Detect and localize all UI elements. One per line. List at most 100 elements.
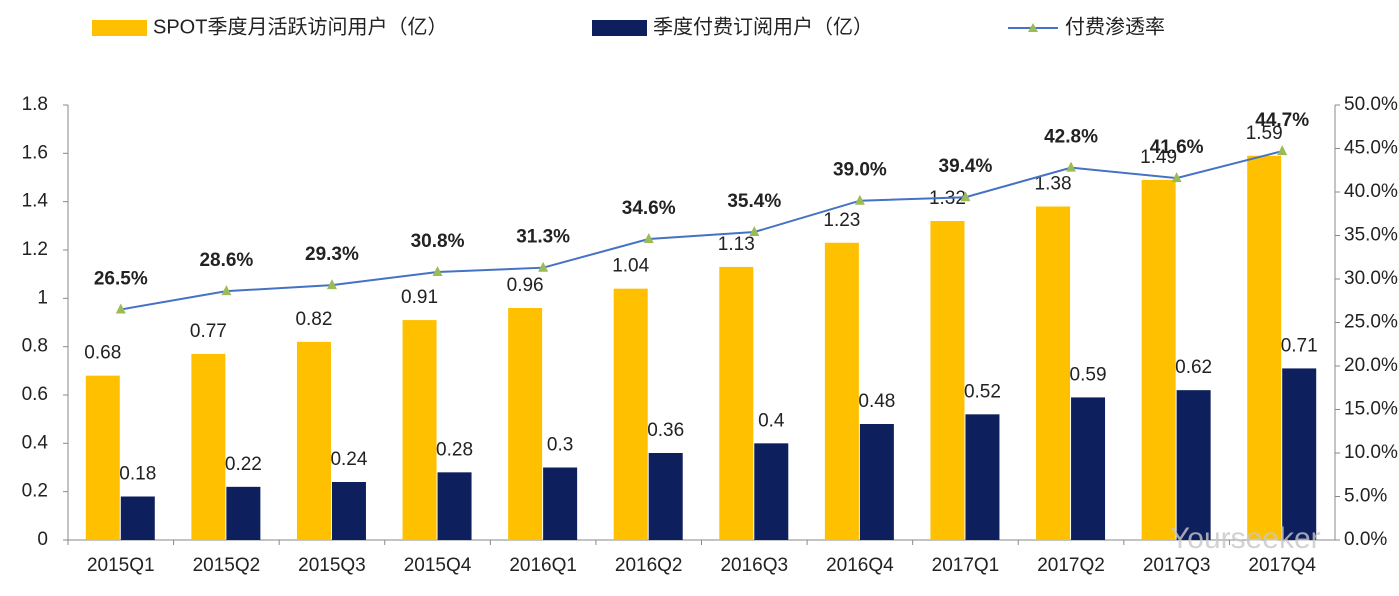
y2-tick-label: 15.0% xyxy=(1344,399,1398,420)
y-tick-label: 1.8 xyxy=(22,94,48,115)
y2-tick-label: 0.0% xyxy=(1344,529,1387,550)
value-label: 0.3 xyxy=(547,435,573,456)
rate-marker xyxy=(432,266,443,277)
bar xyxy=(508,308,543,540)
value-label: 0.71 xyxy=(1281,335,1318,356)
y-tick-label: 0.6 xyxy=(22,384,48,405)
y2-tick-label: 45.0% xyxy=(1344,138,1398,159)
bar xyxy=(437,472,472,540)
rate-marker xyxy=(1277,145,1288,156)
rate-label: 26.5% xyxy=(94,268,148,289)
value-label: 1.38 xyxy=(1035,174,1072,195)
value-label: 0.96 xyxy=(507,275,544,296)
rate-label: 42.8% xyxy=(1044,127,1098,148)
rate-label: 31.3% xyxy=(516,227,570,248)
bar xyxy=(1141,179,1176,540)
rate-marker xyxy=(538,261,549,272)
bar xyxy=(1071,397,1106,540)
x-tick-label: 2015Q3 xyxy=(298,555,366,576)
value-label: 1.23 xyxy=(823,210,860,231)
x-tick-label: 2016Q2 xyxy=(615,555,683,576)
bar xyxy=(930,221,965,540)
rate-marker xyxy=(749,226,760,237)
legend-marker xyxy=(1028,23,1038,32)
bar xyxy=(1176,390,1211,540)
x-tick-label: 2017Q1 xyxy=(932,555,1000,576)
value-label: 0.36 xyxy=(647,420,684,441)
value-label: 0.52 xyxy=(964,381,1001,402)
bar xyxy=(331,482,366,540)
y-tick-label: 0.2 xyxy=(22,481,48,502)
y2-tick-label: 10.0% xyxy=(1344,442,1398,463)
x-tick-label: 2016Q3 xyxy=(720,555,788,576)
y-tick-label: 0.8 xyxy=(22,336,48,357)
y-tick-label: 1.4 xyxy=(22,191,49,212)
bar xyxy=(1036,206,1071,540)
value-label: 0.82 xyxy=(295,309,332,330)
bar xyxy=(226,486,261,540)
value-label: 1.13 xyxy=(718,234,755,255)
y-tick-label: 0.4 xyxy=(22,432,49,453)
value-label: 0.18 xyxy=(119,464,156,485)
y-tick-label: 0 xyxy=(37,529,48,550)
rate-marker xyxy=(1066,161,1077,172)
rate-label: 30.8% xyxy=(411,231,465,252)
x-tick-label: 2016Q4 xyxy=(826,555,894,576)
legend-label: 季度付费订阅用户（亿） xyxy=(653,15,873,38)
bar xyxy=(648,453,683,540)
value-label: 0.4 xyxy=(758,410,785,431)
bar xyxy=(1282,368,1317,540)
y2-tick-label: 35.0% xyxy=(1344,225,1398,246)
bar xyxy=(1247,155,1282,540)
rate-marker xyxy=(221,285,232,296)
y2-tick-label: 5.0% xyxy=(1344,486,1387,507)
y2-tick-label: 20.0% xyxy=(1344,355,1398,376)
bar xyxy=(859,424,894,540)
legend-label: 付费渗透率 xyxy=(1065,15,1165,38)
x-tick-label: 2015Q2 xyxy=(193,555,261,576)
value-label: 1.59 xyxy=(1246,123,1283,144)
y2-tick-label: 40.0% xyxy=(1344,181,1398,202)
bar xyxy=(85,375,120,540)
value-label: 0.62 xyxy=(1175,357,1212,378)
x-tick-label: 2017Q4 xyxy=(1248,555,1316,576)
bar xyxy=(296,341,331,540)
rate-label: 41.6% xyxy=(1150,137,1204,158)
value-label: 1.04 xyxy=(612,256,649,277)
bar xyxy=(824,242,859,540)
y2-tick-label: 50.0% xyxy=(1344,94,1398,115)
y-tick-label: 1.6 xyxy=(22,142,48,163)
rate-label: 35.4% xyxy=(727,191,781,212)
rate-marker xyxy=(643,232,654,243)
value-label: 0.28 xyxy=(436,439,473,460)
rate-label: 34.6% xyxy=(622,198,676,219)
value-label: 0.22 xyxy=(225,454,262,475)
x-tick-label: 2015Q1 xyxy=(87,555,155,576)
bar xyxy=(191,353,226,540)
rate-marker xyxy=(326,279,337,290)
y-tick-label: 1 xyxy=(37,287,48,308)
rate-line xyxy=(120,150,1283,311)
value-label: 0.59 xyxy=(1070,364,1107,385)
x-tick-label: 2016Q1 xyxy=(509,555,577,576)
value-label: 0.77 xyxy=(190,321,227,342)
bar xyxy=(613,288,648,540)
value-label: 0.24 xyxy=(330,449,367,470)
legend-label: SPOT季度月活跃访问用户（亿） xyxy=(153,15,447,38)
rate-label: 39.4% xyxy=(939,156,993,177)
rate-label: 44.7% xyxy=(1255,110,1309,131)
rate-label: 29.3% xyxy=(305,244,359,265)
rate-label: 28.6% xyxy=(199,250,253,271)
watermark: Yourseeker xyxy=(1170,522,1321,555)
rate-label: 39.0% xyxy=(833,160,887,181)
bar xyxy=(965,414,1000,540)
rate-marker xyxy=(115,303,126,314)
value-label: 0.91 xyxy=(401,287,438,308)
x-tick-label: 2015Q4 xyxy=(404,555,472,576)
legend-swatch xyxy=(592,20,647,36)
x-tick-label: 2017Q2 xyxy=(1037,555,1105,576)
bar xyxy=(719,266,754,540)
x-tick-label: 2017Q3 xyxy=(1143,555,1211,576)
bar xyxy=(120,496,155,540)
